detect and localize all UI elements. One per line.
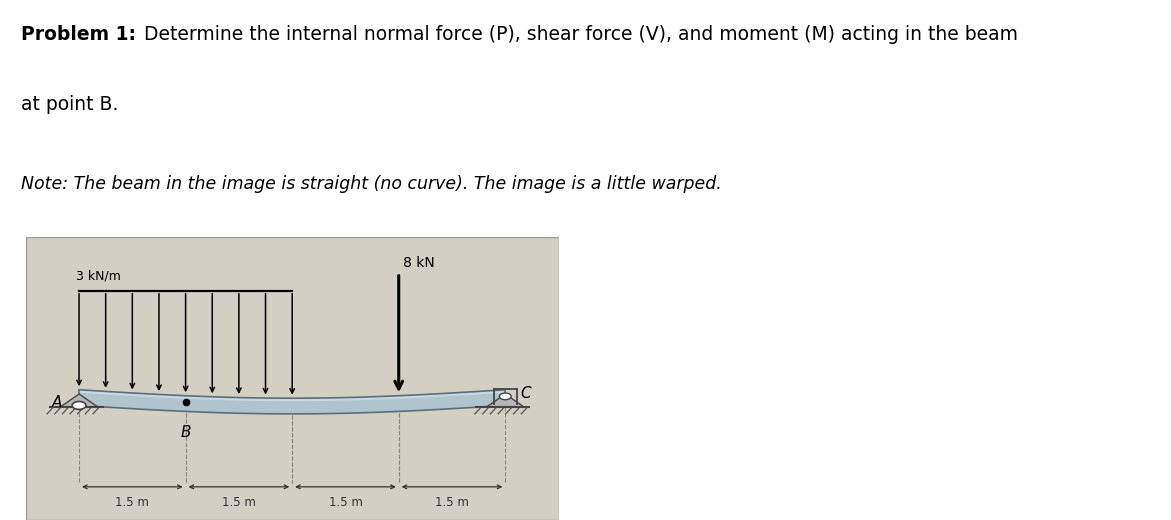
Text: Problem 1:: Problem 1: (21, 25, 136, 44)
Text: 1.5 m: 1.5 m (329, 497, 362, 510)
Polygon shape (487, 394, 523, 407)
Text: Determine the internal normal force (P), shear force (V), and moment (M) acting : Determine the internal normal force (P),… (138, 25, 1018, 44)
Text: 1.5 m: 1.5 m (436, 497, 468, 510)
Circle shape (499, 393, 512, 400)
Text: 8 kN: 8 kN (403, 256, 434, 270)
Text: 1.5 m: 1.5 m (116, 497, 149, 510)
Polygon shape (61, 394, 97, 407)
Text: 3 kN/m: 3 kN/m (76, 269, 122, 282)
Text: at point B.: at point B. (21, 95, 118, 114)
Text: Note: The beam in the image is straight (no curve). The image is a little warped: Note: The beam in the image is straight … (21, 175, 721, 193)
Text: 1.5 m: 1.5 m (222, 497, 255, 510)
Text: C: C (520, 386, 530, 401)
Polygon shape (80, 390, 506, 401)
FancyBboxPatch shape (26, 237, 559, 520)
Text: A: A (52, 395, 62, 410)
Text: B: B (180, 425, 191, 440)
Circle shape (73, 401, 85, 409)
Polygon shape (80, 390, 506, 414)
